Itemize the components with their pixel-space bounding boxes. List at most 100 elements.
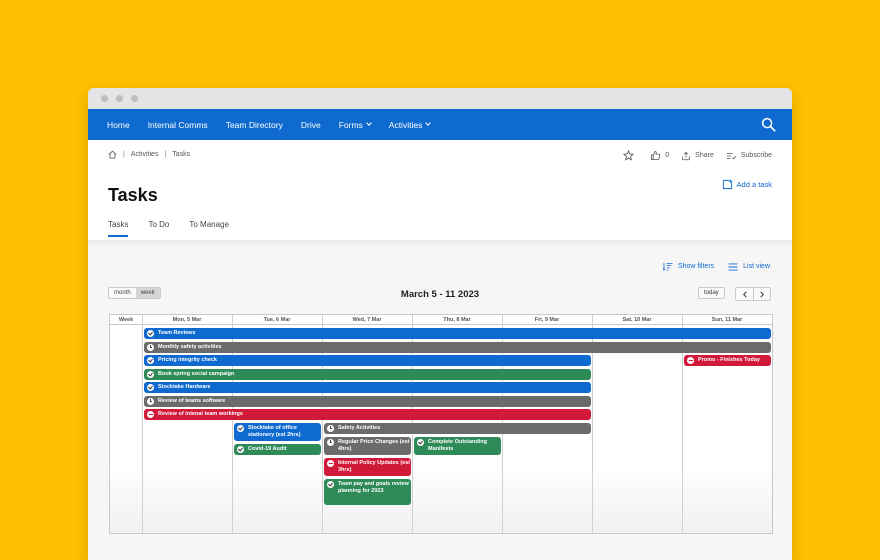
page-actions: 0 Share Subscribe <box>611 150 772 161</box>
filter-icon <box>662 262 673 271</box>
day-column-header: Sun, 11 Mar <box>711 317 743 323</box>
day-column-header: Sat, 10 Mar <box>622 317 652 323</box>
day-column-header: Tue, 6 Mar <box>263 317 291 323</box>
calendar-event[interactable]: Pricing integrity check <box>144 355 591 366</box>
event-title: Promo - Finishes Today <box>698 357 760 363</box>
calendar-mode-toggle: month week <box>108 287 161 299</box>
window-dot-icon <box>116 95 123 102</box>
nav-item-team-directory[interactable]: Team Directory <box>226 120 283 130</box>
top-navbar: Home Internal Comms Team Directory Drive… <box>88 109 792 140</box>
day-column-divider <box>322 315 323 533</box>
calendar-event[interactable]: Team pay and goals review planning for 2… <box>324 479 411 505</box>
tab-tasks[interactable]: Tasks <box>108 220 129 237</box>
nav-item-label: Drive <box>300 119 321 130</box>
calendar-event[interactable]: Safety Activities <box>324 422 591 434</box>
search-icon[interactable] <box>761 117 776 132</box>
month-mode-button[interactable]: month <box>109 288 136 298</box>
day-column-header: Thu, 8 Mar <box>443 317 471 323</box>
event-title: Covid-19 Audit <box>248 446 287 452</box>
check-icon <box>147 384 154 391</box>
chevron-down-icon <box>365 120 372 126</box>
date-navigation <box>735 287 771 301</box>
calendar-event[interactable]: Review of intenal team workings <box>144 409 591 420</box>
calendar-event[interactable]: Review of teams software <box>144 395 591 407</box>
event-title: Internal Policy Updates (est 3hrs) <box>338 460 411 473</box>
window-dot-icon <box>131 95 138 102</box>
day-column-header: Fri, 9 Mar <box>534 317 560 323</box>
calendar-event[interactable]: Stocktake of office stationery (est 2hrs… <box>234 422 321 441</box>
clock-icon <box>327 439 334 446</box>
page-title: Tasks <box>108 185 158 205</box>
list-view-label: List view <box>743 263 770 270</box>
nav-item-home[interactable]: Home <box>107 120 130 130</box>
nav-item-label: Home <box>107 119 130 130</box>
event-title: Monthly safety activities <box>158 343 222 350</box>
event-title: Complete Outstanding Manifests <box>428 439 487 452</box>
day-column-divider <box>772 315 773 534</box>
calendar-event[interactable]: Stocktake Hardware <box>144 382 591 393</box>
previous-week-button[interactable] <box>736 288 753 300</box>
clock-icon <box>147 397 154 405</box>
week-calendar: Week Mon, 5 Mar Tue, 6 Mar Wed, 7 Mar Thu, … <box>109 314 773 534</box>
list-icon <box>728 262 738 271</box>
subscribe-label: Subscribe <box>740 152 772 159</box>
subscribe-button[interactable]: Subscribe <box>726 151 772 161</box>
share-button[interactable]: Share <box>681 151 714 161</box>
calendar-event[interactable]: Covid-19 Audit <box>234 444 321 455</box>
add-task-button[interactable]: Add a task <box>722 179 772 190</box>
nav-item-label: Forms <box>338 119 363 130</box>
window-titlebar <box>88 88 792 109</box>
clock-icon <box>147 343 154 351</box>
day-column-header: Wed, 7 Mar <box>352 317 382 323</box>
nav-item-drive[interactable]: Drive <box>301 120 321 130</box>
day-column-divider <box>232 315 233 533</box>
star-icon <box>623 150 635 161</box>
check-icon <box>417 439 424 446</box>
check-icon <box>237 424 244 432</box>
day-column-header: Mon, 5 Mar <box>172 317 202 323</box>
next-week-button[interactable] <box>753 288 770 300</box>
nav-item-label: Internal Comms <box>147 119 208 130</box>
check-icon <box>147 357 154 364</box>
window-dot-icon <box>101 95 108 102</box>
nav-item-label: Activities <box>388 119 423 130</box>
minus-circle-icon <box>327 460 334 467</box>
tab-to-do[interactable]: To Do <box>148 220 170 229</box>
nav-item-forms[interactable]: Forms <box>338 119 372 130</box>
nav-item-internal-comms[interactable]: Internal Comms <box>148 120 208 130</box>
nav-item-activities[interactable]: Activities <box>388 119 432 130</box>
event-title: Stocktake Hardware <box>158 384 211 390</box>
event-title: Book spring social campaign <box>158 370 235 377</box>
check-icon <box>327 481 334 488</box>
add-task-label: Add a task <box>736 180 772 189</box>
favorite-button[interactable] <box>623 150 638 161</box>
list-view-button[interactable]: List view <box>728 262 770 271</box>
calendar-event[interactable]: Promo - Finishes Today <box>684 355 771 366</box>
calendar-event[interactable]: Monthly safety activities <box>144 341 771 353</box>
calendar-event[interactable]: Book spring social campaign <box>144 368 591 380</box>
event-title: Pricing integrity check <box>158 357 217 363</box>
breadcrumb-separator: | <box>123 151 125 158</box>
today-button[interactable]: today <box>698 287 725 299</box>
home-icon[interactable] <box>108 150 117 159</box>
calendar-event[interactable]: Complete Outstanding Manifests <box>414 437 501 455</box>
like-button[interactable]: 0 <box>650 150 669 161</box>
page-header: | Activities | Tasks 0 Share <box>88 140 792 240</box>
view-options: Show filters List view <box>649 262 770 271</box>
week-mode-button[interactable]: week <box>135 288 160 298</box>
day-column-divider <box>142 315 143 533</box>
breadcrumb-item-tasks: Tasks <box>172 151 191 158</box>
calendar-fade <box>110 465 772 533</box>
check-icon <box>147 330 154 337</box>
chevron-left-icon <box>742 291 747 297</box>
tab-to-manage[interactable]: To Manage <box>189 220 229 229</box>
event-title: Team Reviews <box>158 330 196 336</box>
calendar-panel: Show filters List view month week March … <box>88 240 792 560</box>
event-title: Safety Activities <box>338 424 381 431</box>
show-filters-button[interactable]: Show filters <box>662 262 714 271</box>
calendar-event[interactable]: Team Reviews <box>144 328 771 339</box>
calendar-event[interactable]: Regular Price Changes (est 4hrs) <box>324 437 411 455</box>
calendar-event[interactable]: Internal Policy Updates (est 3hrs) <box>324 458 411 476</box>
share-icon <box>682 151 690 160</box>
breadcrumb-item-activities[interactable]: Activities <box>130 151 159 158</box>
